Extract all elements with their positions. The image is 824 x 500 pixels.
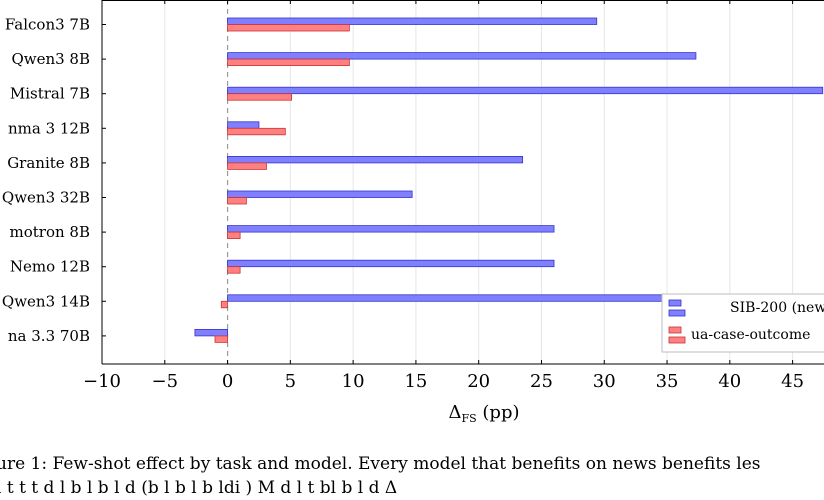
category-label: Mistral 7B [10,85,90,103]
few-shot-effect-bar-chart: Falcon3 7B Qwen3 8B Mistral 7B nma 3 12B Gra… [2,0,824,426]
bar-ua-case-outcome [227,58,350,66]
x-tick-label: 25 [530,371,553,392]
x-axis-title: ΔFS (pp) [449,402,520,425]
caption-line-1: ure 1: Few-shot effect by task and model… [0,454,761,474]
category-label: Nemo 12B [10,258,90,276]
bar-ua-case-outcome [227,197,247,205]
figure-caption: ure 1: Few-shot effect by task and model… [0,452,824,500]
x-tick-label: 40 [718,371,741,392]
legend-swatch [668,309,686,317]
x-tick-label: 45 [781,371,804,392]
bar-sib-200 [194,328,228,337]
bar-ua-case-outcome [227,127,286,136]
bar-sib-200 [227,190,413,198]
bar-sib-200 [227,86,824,95]
legend-swatch [668,299,682,307]
bar-ua-case-outcome [227,266,241,274]
x-tick-label: 5 [285,371,296,392]
bar-ua-case-outcome [220,300,228,309]
caption-line-2: l t t t d l b l b l d (b l b l b ldi ) M… [0,478,398,498]
bar-ua-case-outcome [227,24,350,32]
legend-swatch [668,326,682,334]
legend-swatch [668,336,686,344]
axes [101,0,824,365]
category-label: Qwen3 8B [11,50,90,68]
category-label: nma 3 12B [8,119,90,137]
bar-ua-case-outcome [214,335,228,343]
category-label: Qwen3 32B [2,189,90,207]
x-tick-label: 15 [404,371,427,392]
bar-sib-200 [227,155,524,164]
bar-sib-200 [227,121,260,129]
bar-sib-200 [227,259,555,268]
bar-sib-200 [227,225,555,233]
labels: Falcon3 7B Qwen3 8B Mistral 7B nma 3 12B Gra… [2,16,804,426]
x-tick-label: 10 [342,371,365,392]
category-label: Granite 8B [7,154,90,172]
x-tick-label: 35 [656,371,679,392]
legend-label: ua-case-outcome [691,327,810,343]
x-tick-label: −5 [152,371,179,392]
x-tick-label: −10 [83,371,121,392]
x-tick-label: 20 [467,371,490,392]
legend-box [661,293,824,353]
bar-ua-case-outcome [227,162,267,170]
bar-sib-200 [227,52,697,60]
category-label: motron 8B [10,223,90,241]
bar-ua-case-outcome [227,231,241,240]
x-tick-label: 0 [222,371,233,392]
x-tick-label: 30 [593,371,616,392]
legend-label: SIB-200 (new [730,300,824,316]
legend: SIB-200 (new ua-case-outcome [661,293,824,353]
bar-sib-200 [227,294,668,302]
category-label: na 3.3 70B [8,327,90,345]
bar-ua-case-outcome [227,93,293,101]
bar-sib-200 [227,17,598,25]
category-label: Qwen3 14B [2,292,90,310]
category-label: Falcon3 7B [5,16,90,34]
